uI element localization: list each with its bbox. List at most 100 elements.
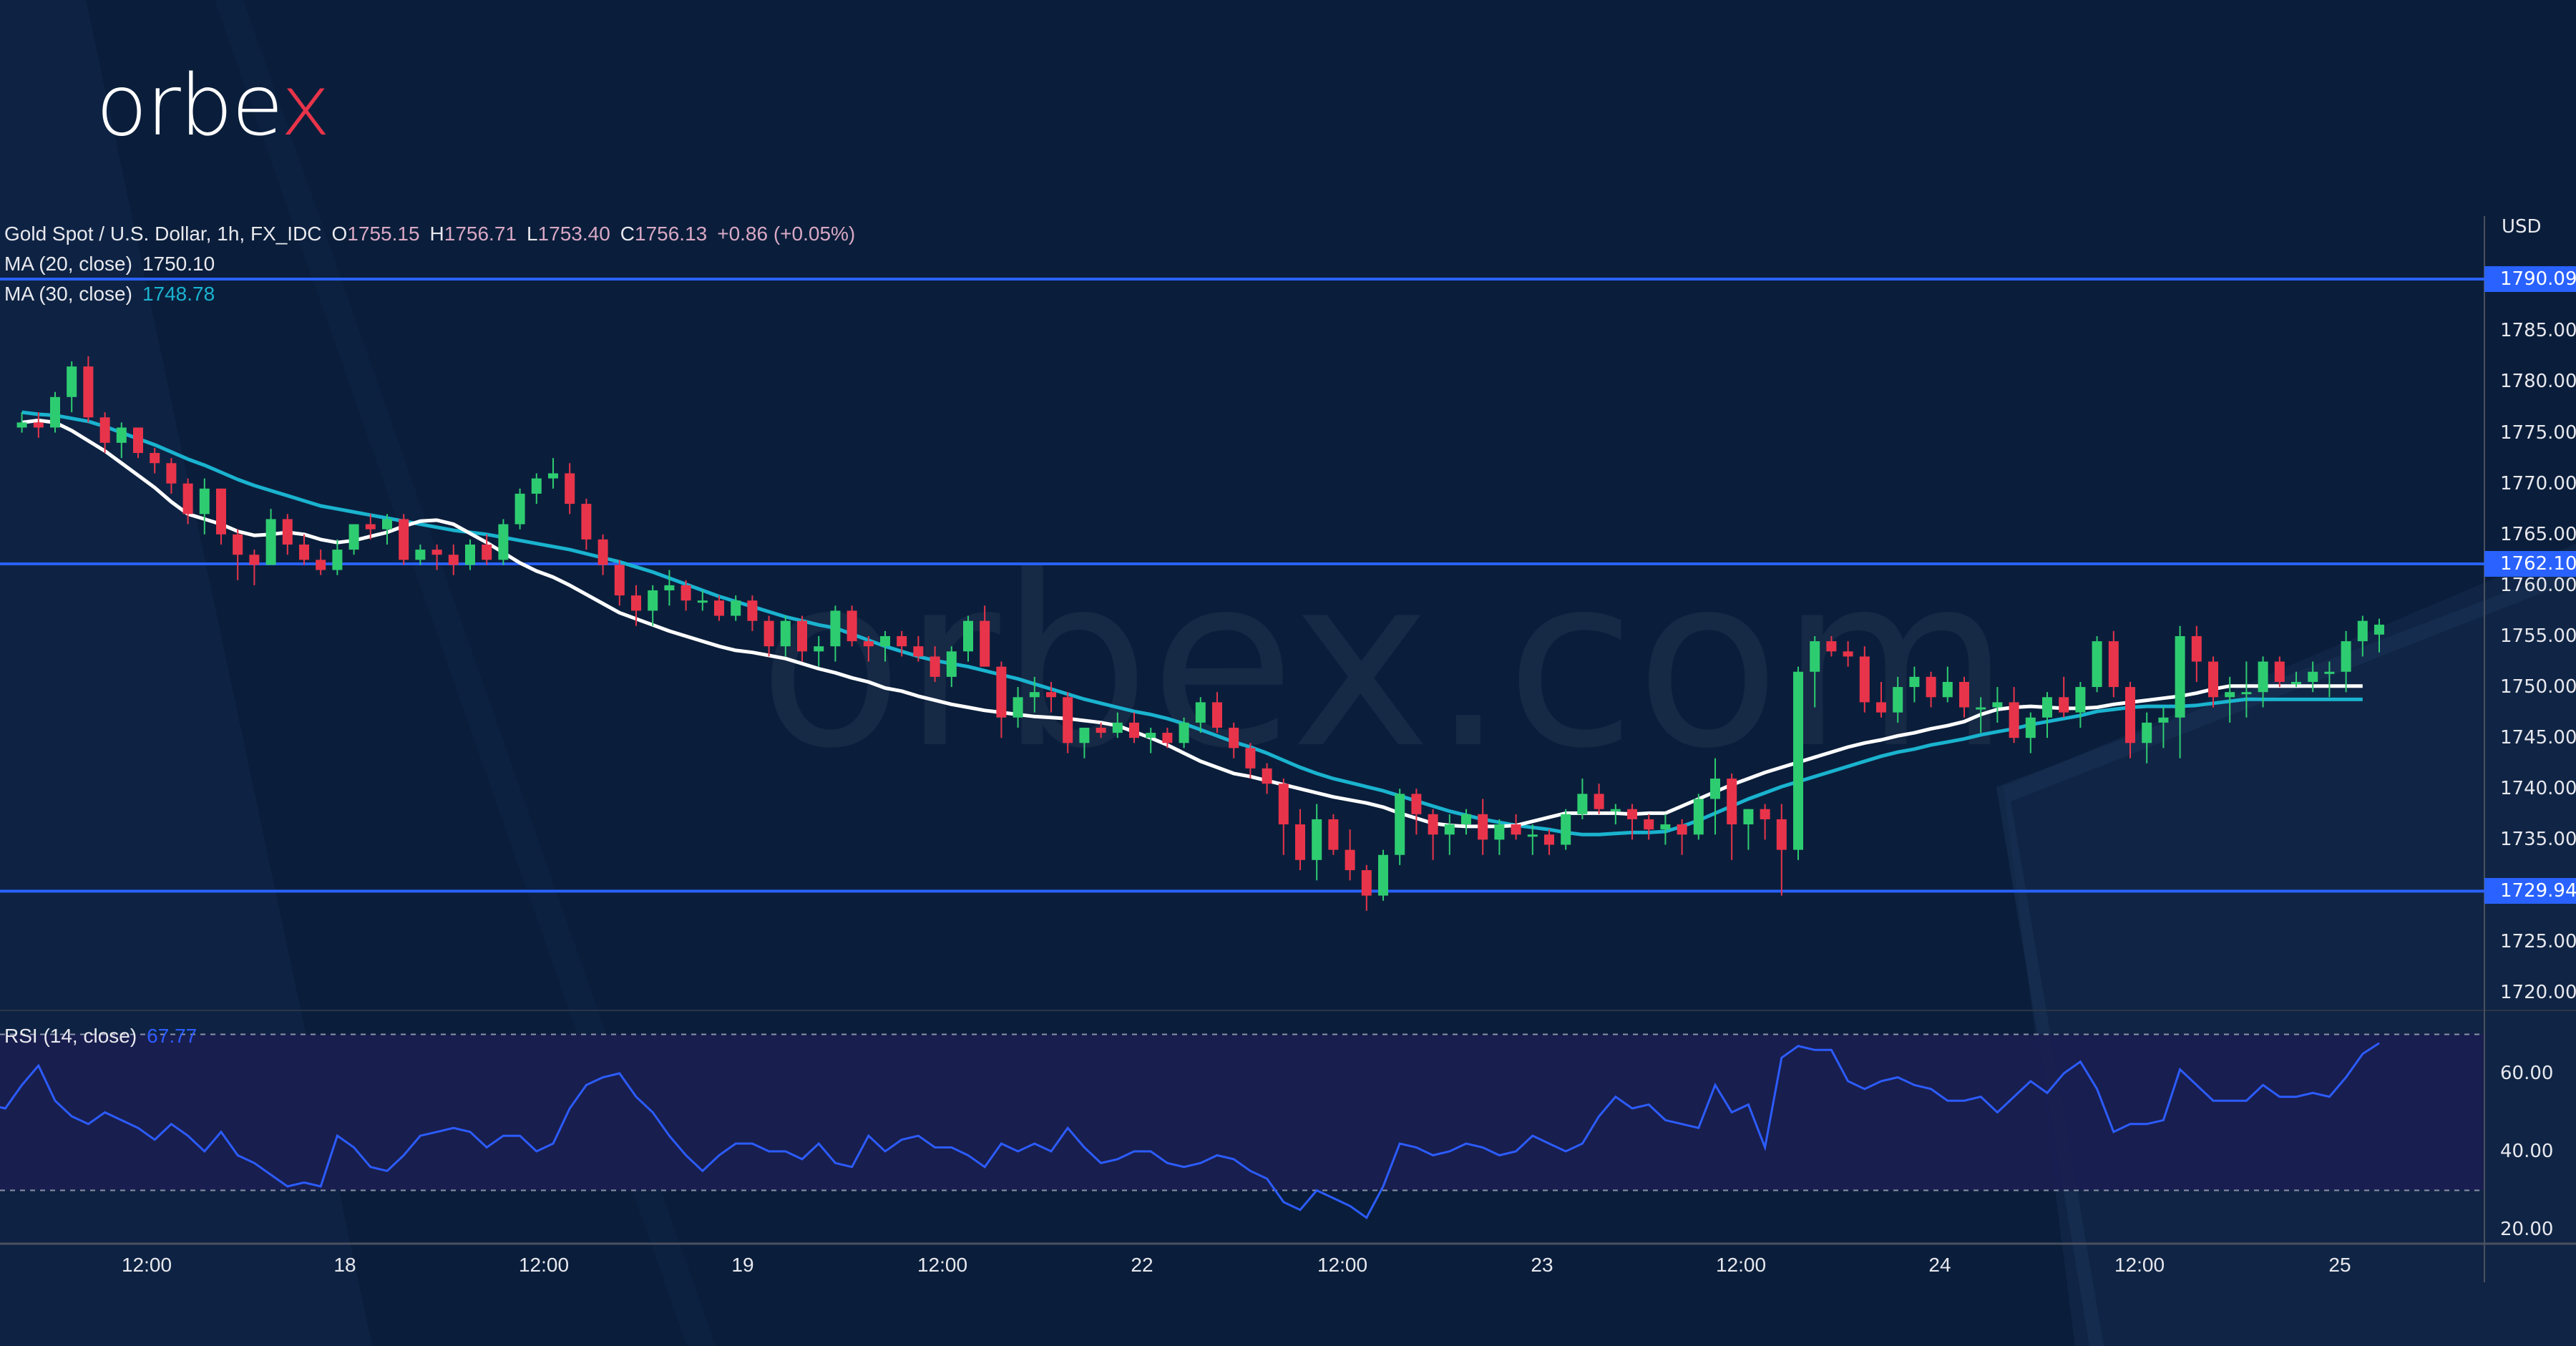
candle-body	[664, 585, 675, 590]
candle	[1328, 814, 1339, 855]
candle-body	[2158, 717, 2169, 723]
candle-body	[1395, 794, 1405, 855]
candle	[1859, 646, 1870, 713]
candle	[150, 447, 160, 474]
candle-body	[1046, 692, 1056, 698]
candle	[1461, 809, 1471, 835]
price-tick-label: 1735.00	[2500, 829, 2576, 851]
candle-body	[2374, 624, 2384, 635]
candle-body	[1361, 870, 1372, 896]
candle-body	[265, 519, 276, 565]
candle	[996, 661, 1007, 738]
candle-body	[2241, 692, 2252, 695]
candle-body	[1029, 692, 1040, 698]
candle-body	[448, 555, 459, 565]
candle-body	[1942, 681, 1953, 698]
price-tick-label: 1760.00	[2500, 574, 2576, 596]
candle-body	[166, 463, 177, 484]
candle-body	[1992, 702, 2003, 708]
candle	[282, 514, 293, 555]
candle	[631, 585, 641, 626]
candle-body	[1677, 824, 1687, 835]
rsi-tick-label: 40.00	[2500, 1141, 2554, 1162]
candle	[847, 605, 857, 647]
candle-body	[1179, 722, 1189, 743]
candle	[1511, 814, 1521, 840]
candle	[382, 514, 392, 545]
candle-body	[216, 488, 226, 535]
price-tick-label: 1720.00	[2500, 981, 2576, 1003]
candle	[1411, 789, 1422, 835]
candle	[1793, 666, 1803, 860]
candle-body	[2025, 717, 2036, 738]
rsi-value: 67.77	[147, 1025, 197, 1047]
candle	[747, 595, 758, 631]
candle-body	[780, 620, 791, 647]
candle	[1627, 804, 1637, 840]
candle-body	[1444, 824, 1455, 835]
candle-body	[133, 427, 143, 454]
rsi-legend[interactable]: RSI (14, close) 67.77	[4, 1025, 197, 1048]
candle	[2241, 661, 2252, 718]
high-label: H	[429, 223, 444, 245]
candle	[1278, 779, 1289, 855]
ma30-line	[21, 410, 2363, 837]
ma30-legend-row[interactable]: MA (30, close) 1748.78	[4, 279, 855, 309]
candle	[1494, 819, 1505, 855]
orbex-logo: orbex	[96, 63, 331, 147]
candle	[1428, 809, 1438, 860]
candle	[265, 509, 276, 565]
rsi-label: RSI (14, close)	[4, 1025, 137, 1047]
candle	[1710, 758, 1720, 835]
candle-body	[116, 427, 127, 443]
ma20-legend-row[interactable]: MA (20, close) 1750.10	[4, 249, 855, 279]
symbol-title[interactable]: Gold Spot / U.S. Dollar, 1h, FX_IDC	[4, 223, 322, 245]
candle-body	[680, 585, 691, 601]
candle	[2274, 656, 2285, 688]
candle-body	[382, 519, 392, 530]
price-tick-label: 1740.00	[2500, 778, 2576, 800]
candle-body	[963, 620, 973, 652]
candle	[1046, 681, 1056, 713]
price-level-tag[interactable]: 1762.10	[2484, 551, 2576, 577]
candle	[1312, 804, 1322, 881]
candle-body	[282, 519, 293, 545]
candle	[2225, 676, 2235, 723]
candle	[1395, 789, 1405, 865]
candle-body	[1461, 814, 1471, 825]
candle-body	[830, 610, 841, 647]
candle	[2374, 618, 2384, 653]
candle	[680, 580, 691, 611]
price-tick-label: 1750.00	[2500, 676, 2576, 698]
open-value: 1755.15	[347, 223, 420, 245]
candle	[1378, 849, 1388, 901]
candle	[697, 590, 708, 611]
candle	[2075, 681, 2086, 728]
candle-body	[531, 478, 542, 494]
price-level-tag[interactable]: 1729.94	[2484, 878, 2576, 904]
candle	[1727, 773, 1737, 860]
candle	[482, 534, 492, 565]
candle-body	[1859, 656, 1870, 703]
candle	[1577, 779, 1588, 819]
candle-body	[1195, 702, 1206, 723]
candle	[233, 529, 243, 580]
candle-body	[2208, 661, 2218, 698]
candle-body	[1079, 727, 1090, 743]
price-tick-label: 1745.00	[2500, 727, 2576, 749]
candle	[332, 539, 343, 575]
candle-body	[731, 600, 741, 616]
candle-body	[1229, 727, 1239, 748]
candle-body	[1328, 819, 1339, 850]
candle-body	[2258, 661, 2268, 693]
candle	[199, 478, 210, 535]
candle	[2324, 661, 2335, 698]
candle	[897, 630, 907, 657]
candle-body	[1544, 834, 1554, 845]
candle	[1195, 697, 1206, 733]
price-level-tag[interactable]: 1790.09	[2484, 266, 2576, 292]
ma20-label: MA (20, close)	[4, 253, 132, 275]
candle	[548, 458, 558, 489]
candle	[216, 488, 226, 545]
